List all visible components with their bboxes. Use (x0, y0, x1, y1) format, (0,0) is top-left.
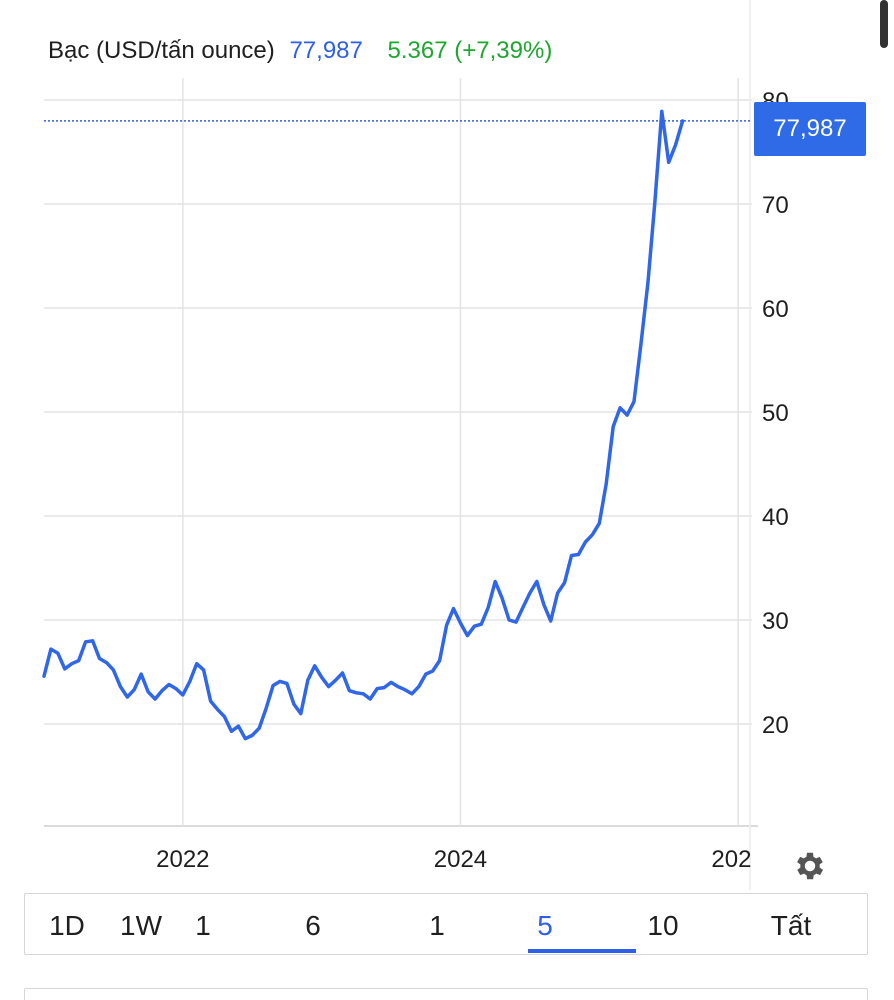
range-button-1-month[interactable]: 1 (195, 910, 211, 941)
range-button-1w[interactable]: 1W (120, 910, 162, 941)
range-button-10-year[interactable]: 10 (647, 910, 679, 941)
y-tick-label: 70 (762, 192, 789, 219)
range-button-6-month[interactable]: 6 (305, 910, 321, 941)
last-price-tag: 77,987 (754, 102, 866, 156)
x-tick-label: 2022 (156, 846, 209, 873)
y-axis: 20304050607080 (762, 88, 789, 739)
range-selector: 1D 1W 1 6 1 5 10 Tất (24, 893, 868, 955)
y-tick-label: 60 (762, 296, 789, 323)
settings-gear-icon[interactable] (792, 848, 828, 884)
range-button-5-year[interactable]: 5 (537, 910, 553, 941)
scrollbar[interactable] (880, 0, 888, 48)
range-button-all[interactable]: Tất (770, 910, 812, 941)
active-range-indicator (528, 949, 636, 953)
y-tick-label: 30 (762, 608, 789, 635)
y-tick-label: 40 (762, 504, 789, 531)
instrument-title: Bạc (USD/tấn ounce) (48, 37, 275, 64)
current-price: 77,987 (289, 37, 363, 64)
chart-grid (44, 0, 758, 890)
series-line (42, 109, 685, 741)
y-tick-label: 50 (762, 400, 789, 427)
next-card (24, 988, 868, 1000)
range-button-1-year[interactable]: 1 (429, 910, 445, 941)
x-tick-label: 2026 (711, 846, 764, 873)
x-axis: 2022 2024 2026 (156, 846, 764, 873)
price-change: 5.367 (+7,39%) (387, 37, 553, 64)
chart-header: Bạc (USD/tấn ounce) 77,987 5.367 (+7,39%… (48, 34, 552, 68)
range-button-1d[interactable]: 1D (49, 910, 85, 941)
y-tick-label: 20 (762, 712, 789, 739)
x-tick-label: 2024 (434, 846, 487, 873)
